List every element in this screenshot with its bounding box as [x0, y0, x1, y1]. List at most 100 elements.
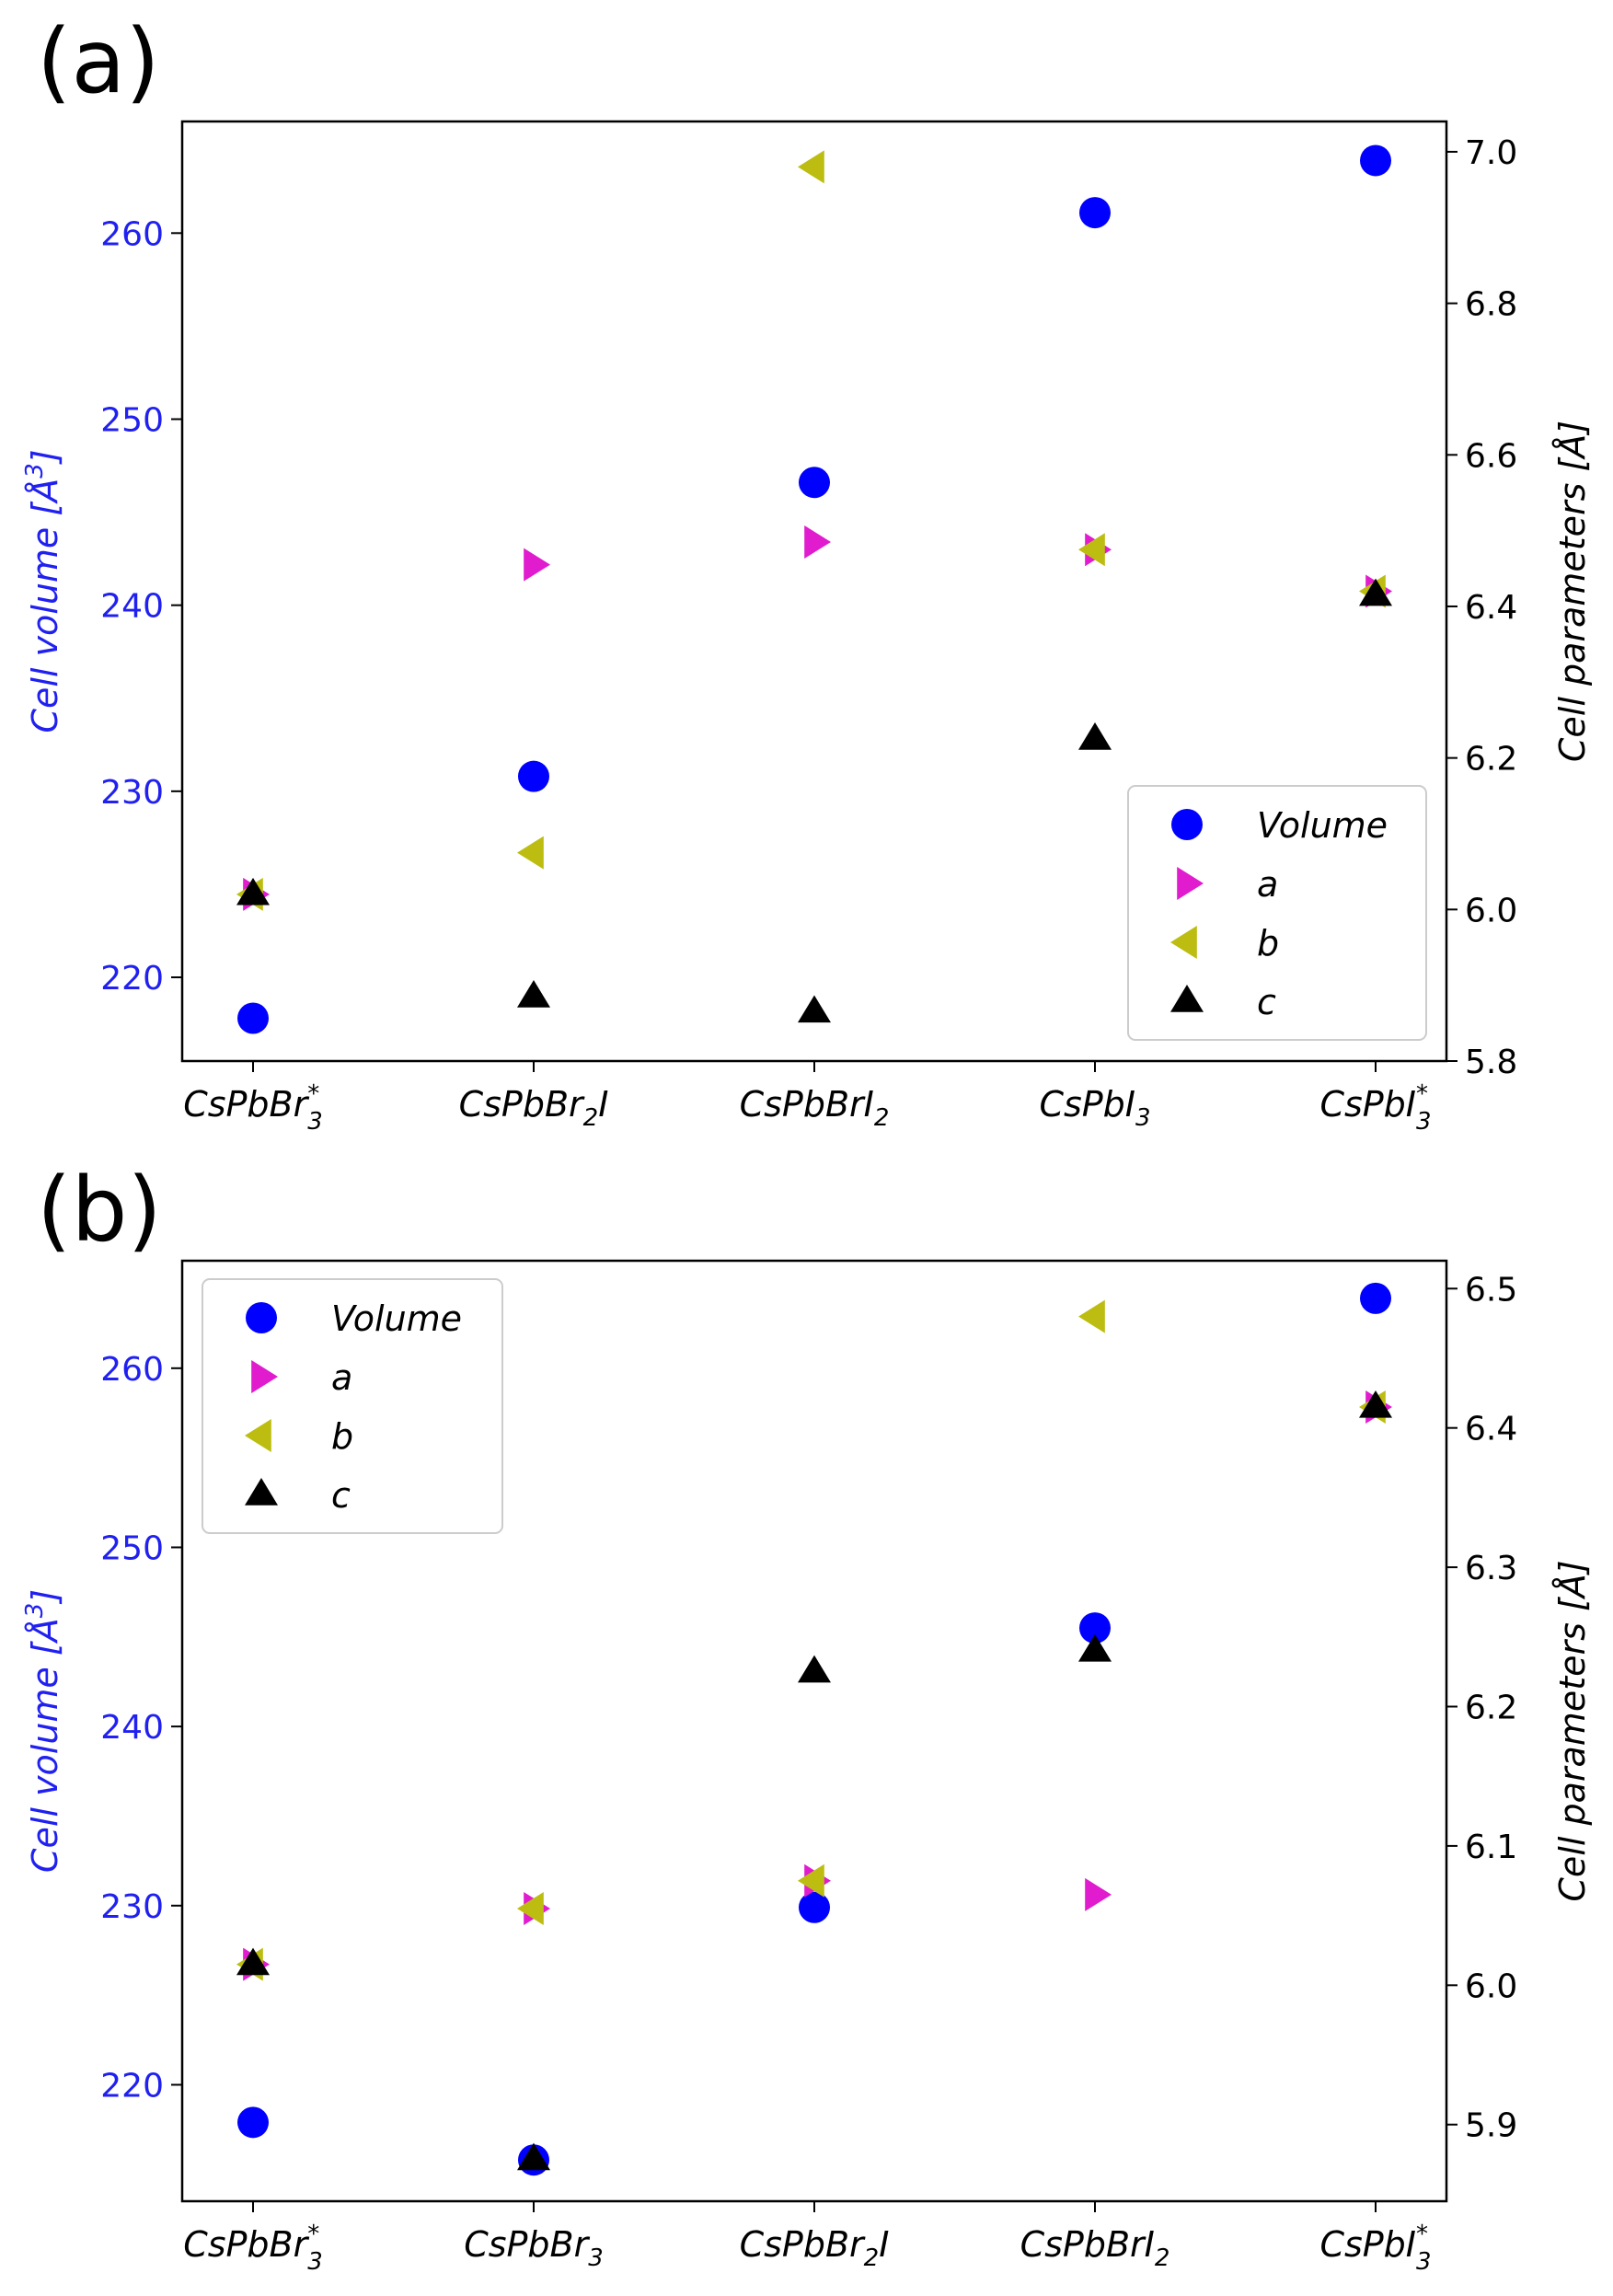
- right-tick-label: 6.8: [1465, 286, 1517, 324]
- left-axis-label: Cell volume [Å3]: [21, 449, 65, 733]
- legend-label-b: b: [331, 1416, 353, 1457]
- right-tick-label: 5.8: [1465, 1044, 1517, 1081]
- left-tick-label: 240: [100, 588, 164, 626]
- legend-label-b: b: [1257, 923, 1279, 963]
- x-tick-label: CsPbI3​: [1039, 1084, 1150, 1132]
- legend-marker-a: [251, 1360, 278, 1393]
- data-point-volume: [237, 2106, 269, 2139]
- data-point-volume: [1360, 1282, 1391, 1314]
- series-volume: [237, 1282, 1391, 2176]
- left-tick-label: 250: [100, 1529, 164, 1567]
- x-tick-label: CsPbBr*3​: [183, 1080, 323, 1136]
- x-tick-label: CsPbBr3​: [464, 2224, 604, 2272]
- left-tick-label: 220: [100, 2067, 164, 2105]
- legend-entry-volume: Volume: [1171, 805, 1388, 846]
- legend-label-a: a: [1257, 864, 1278, 905]
- data-point-c: [517, 980, 550, 1008]
- series-volume: [237, 144, 1391, 1034]
- right-tick-label: 6.3: [1465, 1550, 1517, 1587]
- legend-entry-b: b: [245, 1416, 353, 1457]
- left-tick-label: 230: [100, 774, 164, 812]
- panel-label: (a): [37, 10, 160, 113]
- right-tick-label: 6.1: [1465, 1829, 1517, 1866]
- legend-label-c: c: [1257, 982, 1276, 1022]
- left-tick-label: 220: [100, 960, 164, 998]
- data-point-c: [236, 877, 270, 906]
- data-point-b: [517, 836, 544, 870]
- legend-entry-a: a: [1177, 864, 1278, 905]
- left-tick-label: 230: [100, 1888, 164, 1926]
- data-point-a: [524, 548, 550, 582]
- legend: Volume abc: [1127, 785, 1427, 1041]
- legend-entry-c: c: [245, 1475, 351, 1516]
- data-point-b: [798, 1863, 824, 1898]
- x-tick-label: CsPbBr*3​: [183, 2221, 323, 2276]
- right-tick-label: 7.0: [1465, 134, 1517, 172]
- right-tick-label: 6.2: [1465, 741, 1517, 779]
- data-point-c: [517, 2142, 550, 2171]
- legend-entry-c: c: [1170, 982, 1276, 1022]
- data-point-b: [517, 1892, 544, 1926]
- legend-box: [202, 1278, 503, 1534]
- legend-box: [1127, 785, 1427, 1041]
- data-point-a: [804, 525, 831, 559]
- x-tick-label: CsPbBrI2​: [1020, 2224, 1170, 2272]
- legend-label-volume: Volume: [1257, 805, 1388, 846]
- legend-marker-c: [1170, 985, 1204, 1012]
- data-point-c: [798, 995, 831, 1023]
- data-point-volume: [799, 467, 830, 499]
- data-point-volume: [1079, 197, 1111, 229]
- x-tick-label: CsPbBrI2​: [740, 1084, 890, 1132]
- data-point-volume: [1079, 1612, 1111, 1644]
- right-tick-label: 6.5: [1465, 1271, 1517, 1309]
- right-axis-label: Cell parameters [Å]: [1552, 1560, 1593, 1901]
- x-tick-label: CsPbBr2I: [740, 2224, 890, 2272]
- chart-panel-a: (a) 220 230 240 250 260 5.8 6.0 6.2 6.4 6.6 6.8 7.0 C…: [21, 10, 1593, 1136]
- legend: Volume abc: [202, 1278, 503, 1534]
- chart-panel-b: (b) 220 230 240 250 260 5.9 6.0 6.1 6.2 6.3 6.4 6.5 C…: [21, 1159, 1593, 2276]
- right-tick-label: 6.6: [1465, 437, 1517, 475]
- data-point-volume: [518, 760, 549, 792]
- x-tick-label: CsPbI*3​: [1319, 2221, 1431, 2276]
- legend-label-c: c: [331, 1475, 351, 1516]
- legend-marker-volume: [1171, 809, 1203, 840]
- data-point-c: [1078, 722, 1112, 750]
- right-tick-label: 6.0: [1465, 1967, 1517, 2005]
- legend-marker-a: [1177, 867, 1204, 900]
- right-tick-label: 6.2: [1465, 1690, 1517, 1727]
- data-point-c: [798, 1655, 831, 1683]
- legend-entry-b: b: [1170, 923, 1279, 963]
- right-tick-label: 6.0: [1465, 892, 1517, 929]
- legend-marker-b: [245, 1419, 271, 1452]
- data-point-c: [1359, 1390, 1392, 1418]
- data-point-volume: [799, 1891, 830, 1923]
- legend-entry-a: a: [251, 1357, 352, 1398]
- legend-label-volume: Volume: [331, 1298, 462, 1339]
- data-point-volume: [1360, 144, 1391, 177]
- panel-label: (b): [37, 1159, 162, 1262]
- left-tick-label: 260: [100, 215, 164, 253]
- data-point-volume: [237, 1002, 269, 1034]
- data-point-b: [798, 150, 824, 184]
- right-axis-label: Cell parameters [Å]: [1552, 421, 1593, 762]
- left-axis-label: Cell volume [Å3]: [21, 1589, 65, 1873]
- series-c: [236, 578, 1392, 1023]
- right-tick-label: 5.9: [1465, 2107, 1517, 2145]
- x-tick-label: CsPbBr2I: [459, 1084, 609, 1132]
- data-point-c: [1359, 578, 1392, 606]
- data-point-b: [1078, 1299, 1105, 1333]
- left-tick-label: 250: [100, 401, 164, 439]
- legend-entry-volume: Volume: [246, 1298, 462, 1339]
- data-point-a: [1085, 1877, 1112, 1911]
- left-tick-label: 240: [100, 1709, 164, 1747]
- data-point-c: [1078, 1633, 1112, 1662]
- data-point-c: [236, 1947, 270, 1976]
- legend-label-a: a: [331, 1357, 352, 1398]
- right-tick-label: 6.4: [1465, 589, 1517, 627]
- legend-marker-volume: [246, 1302, 277, 1333]
- left-tick-label: 260: [100, 1351, 164, 1389]
- legend-marker-c: [245, 1478, 278, 1506]
- data-point-b: [1078, 533, 1105, 567]
